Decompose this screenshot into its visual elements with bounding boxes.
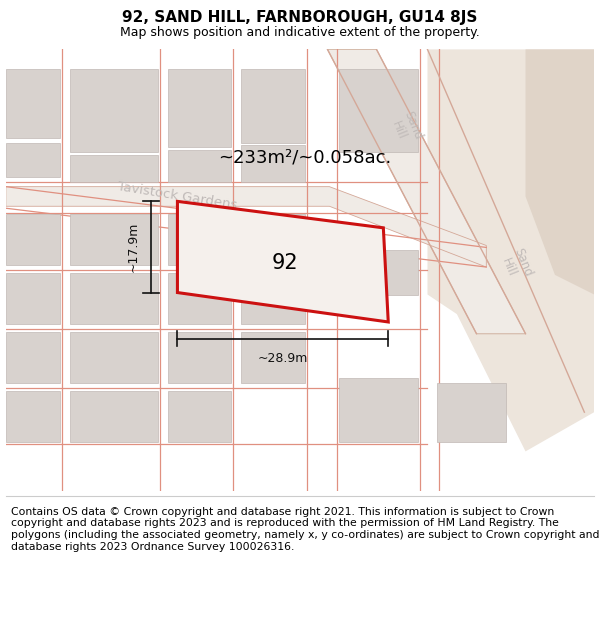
Polygon shape	[328, 49, 526, 334]
Polygon shape	[339, 378, 418, 442]
Polygon shape	[241, 146, 305, 182]
Polygon shape	[6, 187, 487, 267]
Polygon shape	[70, 155, 158, 182]
Text: ~17.9m: ~17.9m	[126, 222, 139, 272]
Polygon shape	[70, 332, 158, 382]
Text: Sand
Hill: Sand Hill	[497, 246, 534, 284]
Text: Tavistock Gardens: Tavistock Gardens	[116, 181, 238, 213]
Polygon shape	[427, 49, 594, 451]
Polygon shape	[178, 201, 388, 322]
Polygon shape	[241, 273, 305, 324]
Polygon shape	[6, 391, 60, 442]
Polygon shape	[167, 151, 232, 182]
Polygon shape	[167, 391, 232, 442]
Polygon shape	[241, 69, 305, 142]
Polygon shape	[70, 391, 158, 442]
Polygon shape	[241, 214, 305, 265]
Text: 92, SAND HILL, FARNBOROUGH, GU14 8JS: 92, SAND HILL, FARNBOROUGH, GU14 8JS	[122, 10, 478, 25]
Polygon shape	[6, 332, 60, 382]
Polygon shape	[339, 69, 418, 152]
Polygon shape	[70, 273, 158, 324]
Polygon shape	[437, 382, 506, 442]
Polygon shape	[339, 251, 418, 294]
Polygon shape	[70, 69, 158, 152]
Text: Contains OS data © Crown copyright and database right 2021. This information is : Contains OS data © Crown copyright and d…	[11, 507, 599, 551]
Polygon shape	[6, 69, 60, 138]
Polygon shape	[167, 273, 232, 324]
Polygon shape	[167, 332, 232, 382]
Polygon shape	[70, 214, 158, 265]
Text: ~28.9m: ~28.9m	[257, 352, 308, 366]
Polygon shape	[6, 214, 60, 265]
Polygon shape	[167, 69, 232, 148]
Polygon shape	[167, 214, 232, 265]
Text: Sand
Hill: Sand Hill	[388, 109, 424, 147]
Text: ~233m²/~0.058ac.: ~233m²/~0.058ac.	[218, 148, 392, 166]
Polygon shape	[241, 332, 305, 382]
Text: 92: 92	[272, 253, 299, 273]
Polygon shape	[6, 142, 60, 177]
Polygon shape	[526, 49, 594, 294]
Polygon shape	[6, 273, 60, 324]
Text: Map shows position and indicative extent of the property.: Map shows position and indicative extent…	[120, 26, 480, 39]
